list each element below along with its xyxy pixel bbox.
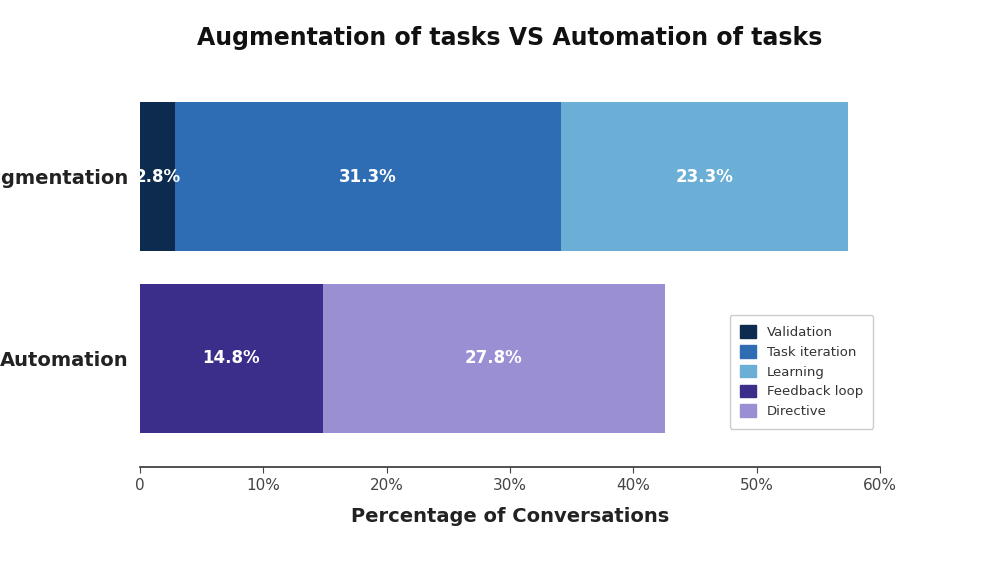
Bar [175, 102, 561, 251]
Bar [140, 284, 323, 433]
X-axis label: Percentage of Conversations: Percentage of Conversations [351, 507, 669, 526]
Title: Augmentation of tasks VS Automation of tasks: Augmentation of tasks VS Automation of t… [197, 26, 823, 50]
Text: 2.8%: 2.8% [134, 168, 180, 186]
Bar [140, 102, 175, 251]
Text: 23.3%: 23.3% [675, 168, 733, 186]
Text: 31.3%: 31.3% [339, 168, 396, 186]
Legend: Validation, Task iteration, Learning, Feedback loop, Directive: Validation, Task iteration, Learning, Fe… [730, 315, 873, 428]
Text: 27.8%: 27.8% [465, 349, 523, 367]
Bar [561, 102, 848, 251]
Bar [323, 284, 665, 433]
Text: 14.8%: 14.8% [202, 349, 260, 367]
